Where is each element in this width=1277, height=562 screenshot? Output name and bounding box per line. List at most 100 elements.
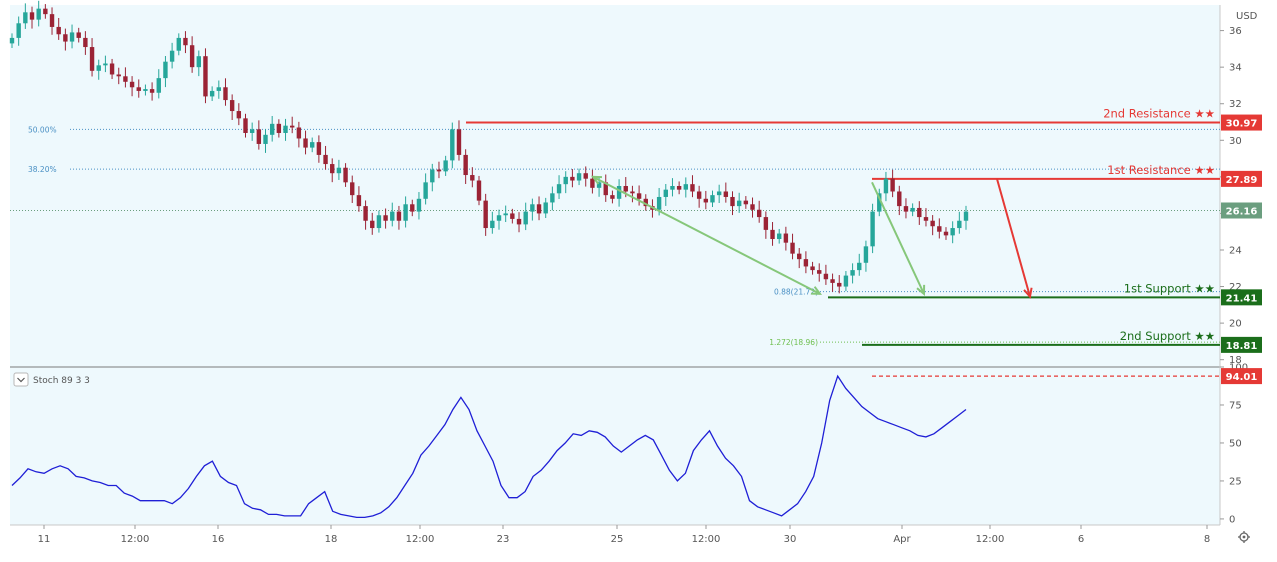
projection-arrow-green xyxy=(871,181,925,295)
candle-body xyxy=(316,142,322,155)
price-tick-label: 20 xyxy=(1229,319,1242,330)
stochastic-pane xyxy=(11,374,1220,519)
candle-body xyxy=(563,176,568,185)
time-tick-label: 11 xyxy=(38,534,51,545)
candle-body xyxy=(863,246,869,263)
candle-body xyxy=(763,217,769,230)
candle-body xyxy=(817,270,822,274)
candle-body xyxy=(777,233,782,240)
candle-body xyxy=(129,81,135,88)
candle-body xyxy=(503,213,508,216)
candle-body xyxy=(616,186,622,199)
candle-body xyxy=(229,100,235,112)
candle-body xyxy=(63,34,68,42)
price-tick-label: 24 xyxy=(1229,245,1242,256)
candle-body xyxy=(149,89,155,93)
candle-body xyxy=(56,26,61,35)
projection-arrow-red xyxy=(996,178,1031,297)
price-badge xyxy=(1221,114,1262,131)
candle-body xyxy=(43,8,48,15)
gear-icon[interactable] xyxy=(1238,531,1250,543)
candle-body xyxy=(29,12,35,20)
stoch-line xyxy=(11,374,967,519)
candle-body xyxy=(723,191,729,197)
candle-body xyxy=(163,61,168,79)
candle-body xyxy=(543,202,548,214)
level-label: 2nd Support ★★ xyxy=(1120,329,1215,343)
candle-body xyxy=(36,8,41,20)
candle-body xyxy=(496,215,502,221)
candle-body xyxy=(943,231,949,236)
candle-body xyxy=(690,184,695,192)
candle-body xyxy=(890,178,895,192)
candle-body xyxy=(670,186,675,190)
projection-arrows xyxy=(590,175,1033,299)
candle-body xyxy=(269,123,275,135)
candle-body xyxy=(136,87,141,91)
time-tick-label: 30 xyxy=(784,534,797,545)
stoch-axis[interactable]: 0 25 50 75 100 xyxy=(1220,363,1248,526)
candle-body xyxy=(109,63,115,75)
candle-body xyxy=(570,176,575,181)
candle-body xyxy=(630,191,635,194)
candle-body xyxy=(9,37,15,44)
candle-body xyxy=(623,186,628,192)
candle-body xyxy=(256,129,262,144)
price-tick-label: 30 xyxy=(1229,136,1242,147)
indicator-label: Stoch 89 3 3 xyxy=(33,376,90,386)
candle-body xyxy=(310,142,315,148)
collapse-button[interactable] xyxy=(13,372,29,387)
support-resistance-levels: 2nd Resistance ★★ 1st Resistance ★★ 1st Su… xyxy=(466,107,1220,346)
candle-body xyxy=(96,65,101,71)
candle-body xyxy=(443,160,448,172)
candle-body xyxy=(103,63,108,66)
candle-body xyxy=(950,228,955,236)
candle-body xyxy=(590,178,595,188)
candle-body xyxy=(323,154,328,165)
candle-body xyxy=(783,233,789,243)
candle-body xyxy=(356,195,362,207)
candle-body xyxy=(450,129,455,161)
candle-body xyxy=(530,204,535,212)
candle-body xyxy=(743,200,749,205)
candle-body xyxy=(957,220,962,229)
candle-body xyxy=(396,211,402,221)
time-axis[interactable]: 11 12:00 16 18 12:00 23 25 12:00 30 Apr 12:00 6 8 xyxy=(38,525,1211,545)
candle-body xyxy=(716,191,722,196)
candle-body xyxy=(810,266,815,271)
time-tick-label: 6 xyxy=(1078,534,1084,545)
indicator-legend[interactable]: Stoch 89 3 3 xyxy=(13,372,90,387)
candle-body xyxy=(283,125,288,133)
candle-body xyxy=(736,200,742,207)
candle-body xyxy=(223,87,228,101)
level-label: 1st Resistance ★★ xyxy=(1107,163,1215,177)
candle-body xyxy=(603,182,608,196)
price-badge xyxy=(1221,336,1262,353)
candle-body xyxy=(470,175,475,181)
candle-body xyxy=(870,211,875,247)
time-tick-label: 12:00 xyxy=(976,534,1005,545)
candle-body xyxy=(583,173,588,179)
candle-body xyxy=(430,169,435,183)
price-badge xyxy=(1221,202,1262,219)
fib-label: 38.20% xyxy=(28,165,57,174)
candle-body xyxy=(176,37,181,51)
candle-body xyxy=(116,74,121,77)
candle-body xyxy=(189,45,195,68)
currency-label: USD xyxy=(1236,11,1258,22)
candle-body xyxy=(730,196,735,207)
candle-body xyxy=(490,220,495,229)
candle-body xyxy=(456,129,462,155)
candle-body xyxy=(550,193,555,203)
candle-body xyxy=(336,167,342,174)
candle-body xyxy=(823,273,829,280)
candle-body xyxy=(69,32,75,42)
fib-label: 1.272(18.96) xyxy=(769,338,818,347)
candle-body xyxy=(89,47,95,71)
candle-body xyxy=(676,186,682,190)
price-tick-label: 18 xyxy=(1229,355,1242,366)
chevron-down-icon xyxy=(17,377,25,383)
candle-body xyxy=(76,32,81,38)
projection-arrow-green-head xyxy=(916,284,926,296)
